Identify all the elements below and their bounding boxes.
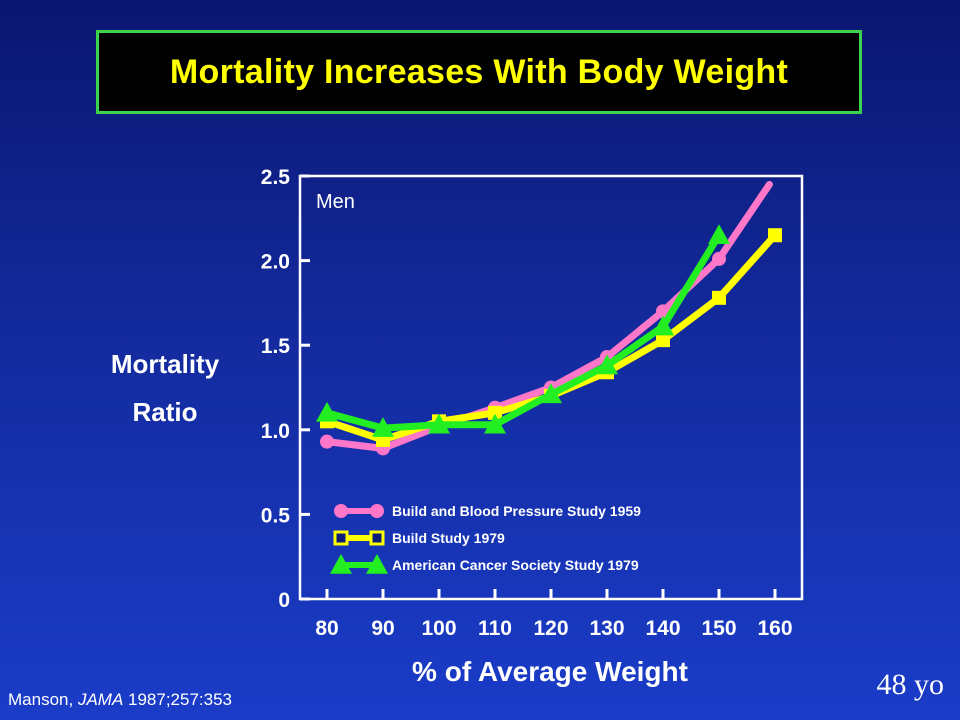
x-axis-label: % of Average Weight — [412, 656, 688, 687]
x-tick-label: 90 — [371, 617, 394, 640]
data-point-square — [768, 228, 782, 243]
data-point-circle — [320, 434, 334, 449]
x-tick-label: 110 — [478, 617, 512, 640]
panel-label: Men — [316, 191, 355, 213]
y-tick-label: 0.5 — [261, 504, 291, 527]
data-point-circle — [712, 251, 726, 266]
legend-marker-circle — [370, 504, 384, 518]
legend-marker-triangle — [330, 554, 352, 574]
data-point-triangle — [372, 417, 394, 437]
x-tick-label: 130 — [589, 617, 624, 640]
source-citation: Manson, JAMA 1987;257:353 — [8, 690, 232, 710]
legend-label: American Cancer Society Study 1979 — [392, 557, 639, 573]
data-point-square — [488, 405, 502, 420]
series-line-circle — [323, 180, 773, 452]
y-axis-label: Mortality Ratio — [80, 340, 250, 436]
y-axis-label-line1: Mortality — [110, 349, 220, 379]
x-tick-label: 100 — [421, 617, 456, 640]
data-point-triangle — [316, 401, 338, 422]
data-point-triangle — [484, 413, 506, 434]
data-point-triangle — [652, 315, 674, 336]
legend-marker-circle — [334, 504, 348, 518]
source-journal: JAMA — [77, 690, 124, 709]
age-note: 48 yo — [876, 668, 945, 701]
data-point-triangle — [428, 413, 450, 434]
y-tick-label: 2.0 — [261, 251, 290, 274]
legend-marker-square — [333, 530, 349, 546]
y-axis-label-line2: Ratio — [132, 397, 198, 427]
data-point-triangle — [596, 354, 618, 375]
data-point-square — [712, 290, 726, 305]
data-point-triangle — [708, 224, 730, 245]
legend-label: Build and Blood Pressure Study 1959 — [392, 503, 641, 519]
y-tick-label: 1.0 — [261, 420, 290, 443]
source-reference: 1987;257:353 — [123, 690, 232, 709]
x-tick-label: 160 — [757, 617, 792, 640]
title-box: Mortality Increases With Body Weight — [96, 30, 862, 114]
source-author: Manson, — [8, 690, 78, 709]
x-tick-label: 150 — [701, 617, 736, 640]
x-tick-label: 120 — [533, 617, 568, 640]
legend-marker-triangle — [366, 554, 388, 574]
legend-label: Build Study 1979 — [392, 530, 505, 546]
data-point-triangle — [540, 383, 562, 404]
data-point-square — [656, 333, 670, 348]
chart-title: Mortality Increases With Body Weight — [169, 52, 789, 91]
x-tick-label: 80 — [315, 617, 338, 640]
y-tick-label: 2.5 — [261, 166, 291, 189]
x-tick-label: 140 — [645, 617, 680, 640]
y-tick-label: 0 — [278, 589, 290, 612]
legend-marker-square — [369, 530, 385, 546]
y-tick-label: 1.5 — [261, 335, 291, 358]
